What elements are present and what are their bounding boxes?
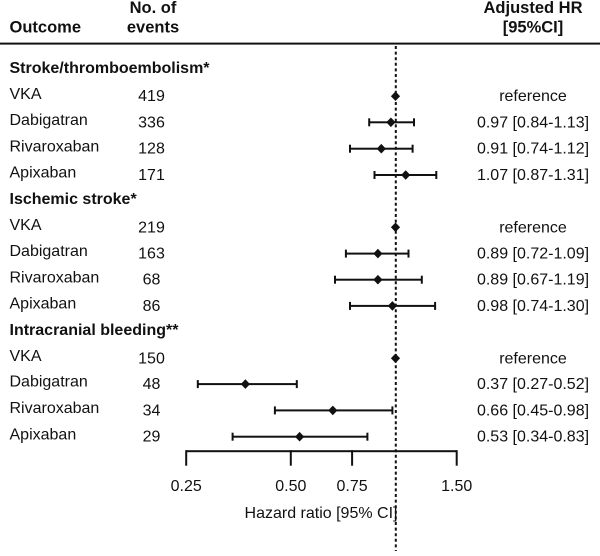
svg-text:Rivaroxaban: Rivaroxaban bbox=[10, 138, 100, 155]
svg-text:Apixaban: Apixaban bbox=[10, 426, 77, 443]
svg-text:219: 219 bbox=[138, 219, 165, 236]
svg-text:Stroke/thromboembolism*: Stroke/thromboembolism* bbox=[10, 60, 211, 77]
svg-text:86: 86 bbox=[143, 298, 161, 315]
svg-text:0.89 [0.72-1.09]: 0.89 [0.72-1.09] bbox=[477, 246, 589, 263]
svg-text:Intracranial bleeding**: Intracranial bleeding** bbox=[10, 322, 180, 339]
svg-text:171: 171 bbox=[138, 167, 165, 184]
svg-text:Rivaroxaban: Rivaroxaban bbox=[10, 400, 100, 417]
svg-text:Adjusted HR: Adjusted HR bbox=[484, 0, 583, 17]
svg-text:reference: reference bbox=[499, 219, 567, 236]
svg-text:1.07 [0.87-1.31]: 1.07 [0.87-1.31] bbox=[477, 167, 589, 184]
svg-text:Dabigatran: Dabigatran bbox=[10, 243, 88, 260]
svg-text:Outcome: Outcome bbox=[10, 19, 82, 37]
svg-text:0.53 [0.34-0.83]: 0.53 [0.34-0.83] bbox=[477, 429, 589, 446]
svg-text:128: 128 bbox=[138, 141, 165, 158]
svg-text:VKA: VKA bbox=[10, 348, 42, 365]
svg-text:VKA: VKA bbox=[10, 217, 42, 234]
svg-text:34: 34 bbox=[143, 402, 161, 419]
svg-text:29: 29 bbox=[143, 429, 161, 446]
svg-text:[95%CI]: [95%CI] bbox=[503, 19, 564, 37]
svg-text:0.37 [0.27-0.52]: 0.37 [0.27-0.52] bbox=[477, 376, 589, 393]
svg-text:0.50: 0.50 bbox=[275, 478, 306, 495]
svg-text:68: 68 bbox=[143, 272, 161, 289]
svg-text:reference: reference bbox=[499, 350, 567, 367]
svg-text:0.75: 0.75 bbox=[337, 478, 368, 495]
svg-text:0.89 [0.67-1.19]: 0.89 [0.67-1.19] bbox=[477, 272, 589, 289]
svg-text:VKA: VKA bbox=[10, 86, 42, 103]
svg-text:336: 336 bbox=[138, 114, 165, 131]
svg-text:Rivaroxaban: Rivaroxaban bbox=[10, 269, 100, 286]
svg-text:reference: reference bbox=[499, 88, 567, 105]
svg-text:0.25: 0.25 bbox=[171, 478, 202, 495]
svg-text:Dabigatran: Dabigatran bbox=[10, 112, 88, 129]
svg-text:Dabigatran: Dabigatran bbox=[10, 374, 88, 391]
svg-text:Ischemic stroke*: Ischemic stroke* bbox=[10, 191, 138, 208]
svg-text:150: 150 bbox=[138, 350, 165, 367]
svg-text:events: events bbox=[127, 19, 179, 37]
svg-text:163: 163 bbox=[138, 246, 165, 263]
svg-text:Hazard ratio [95% CI]: Hazard ratio [95% CI] bbox=[245, 505, 398, 522]
svg-text:No. of: No. of bbox=[130, 0, 177, 17]
svg-text:Apixaban: Apixaban bbox=[10, 165, 77, 182]
svg-text:419: 419 bbox=[138, 88, 165, 105]
svg-text:48: 48 bbox=[143, 376, 161, 393]
svg-text:0.91 [0.74-1.12]: 0.91 [0.74-1.12] bbox=[477, 141, 589, 158]
svg-text:1.50: 1.50 bbox=[441, 478, 472, 495]
svg-text:0.97 [0.84-1.13]: 0.97 [0.84-1.13] bbox=[477, 114, 589, 131]
svg-text:Apixaban: Apixaban bbox=[10, 296, 77, 313]
svg-text:0.66 [0.45-0.98]: 0.66 [0.45-0.98] bbox=[477, 402, 589, 419]
svg-text:0.98 [0.74-1.30]: 0.98 [0.74-1.30] bbox=[477, 298, 589, 315]
